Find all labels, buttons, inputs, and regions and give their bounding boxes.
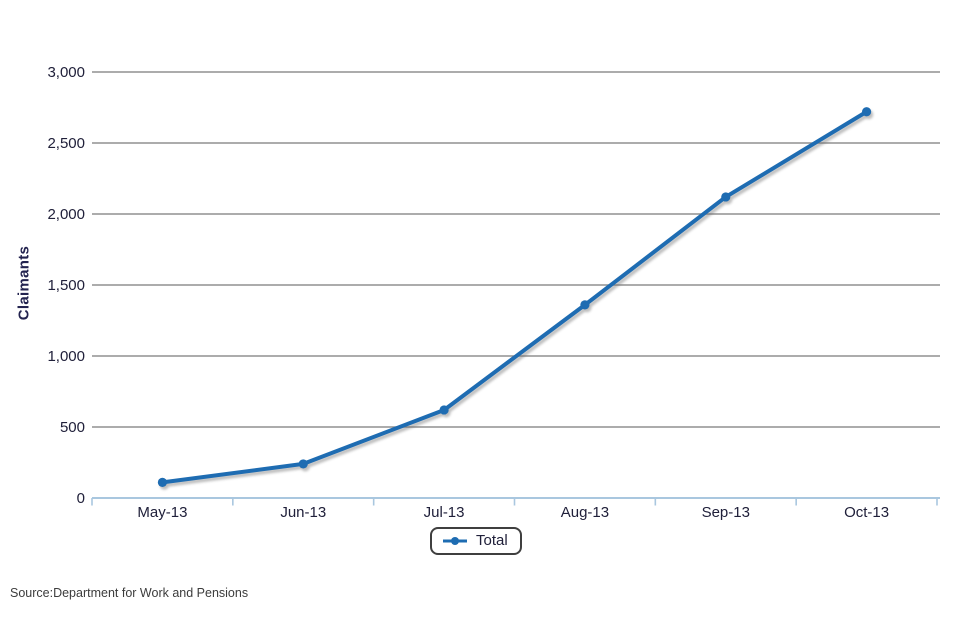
x-tick-label: Jun-13: [280, 504, 326, 521]
x-tick-label: Jul-13: [424, 504, 465, 521]
y-tick-label: 2,000: [47, 206, 85, 223]
y-tick-label: 1,500: [47, 277, 85, 294]
x-tick-label: Sep-13: [702, 504, 750, 521]
legend-line-marker-icon: [443, 536, 467, 545]
data-point: [580, 300, 590, 310]
legend-label: Total: [476, 532, 508, 549]
y-tick-label: 2,500: [47, 135, 85, 152]
y-tick-label: 500: [60, 419, 85, 436]
data-point: [157, 477, 168, 487]
y-tick-label: 3,000: [47, 64, 85, 81]
legend: Total: [430, 527, 522, 555]
y-tick-label: 0: [77, 490, 85, 507]
y-axis-title: Claimants: [15, 245, 33, 321]
x-tick-label: Oct-13: [844, 504, 889, 521]
data-point: [721, 192, 731, 202]
x-tick-label: Aug-13: [561, 504, 609, 521]
data-point: [861, 107, 872, 117]
source-attribution: Source:Department for Work and Pensions: [10, 586, 249, 600]
y-tick-label: 1,000: [47, 348, 85, 365]
series-line-total: [160, 109, 869, 485]
data-point: [439, 405, 449, 415]
data-point: [298, 459, 308, 469]
x-tick-label: May-13: [137, 504, 187, 521]
series-shadow: [159, 109, 874, 490]
